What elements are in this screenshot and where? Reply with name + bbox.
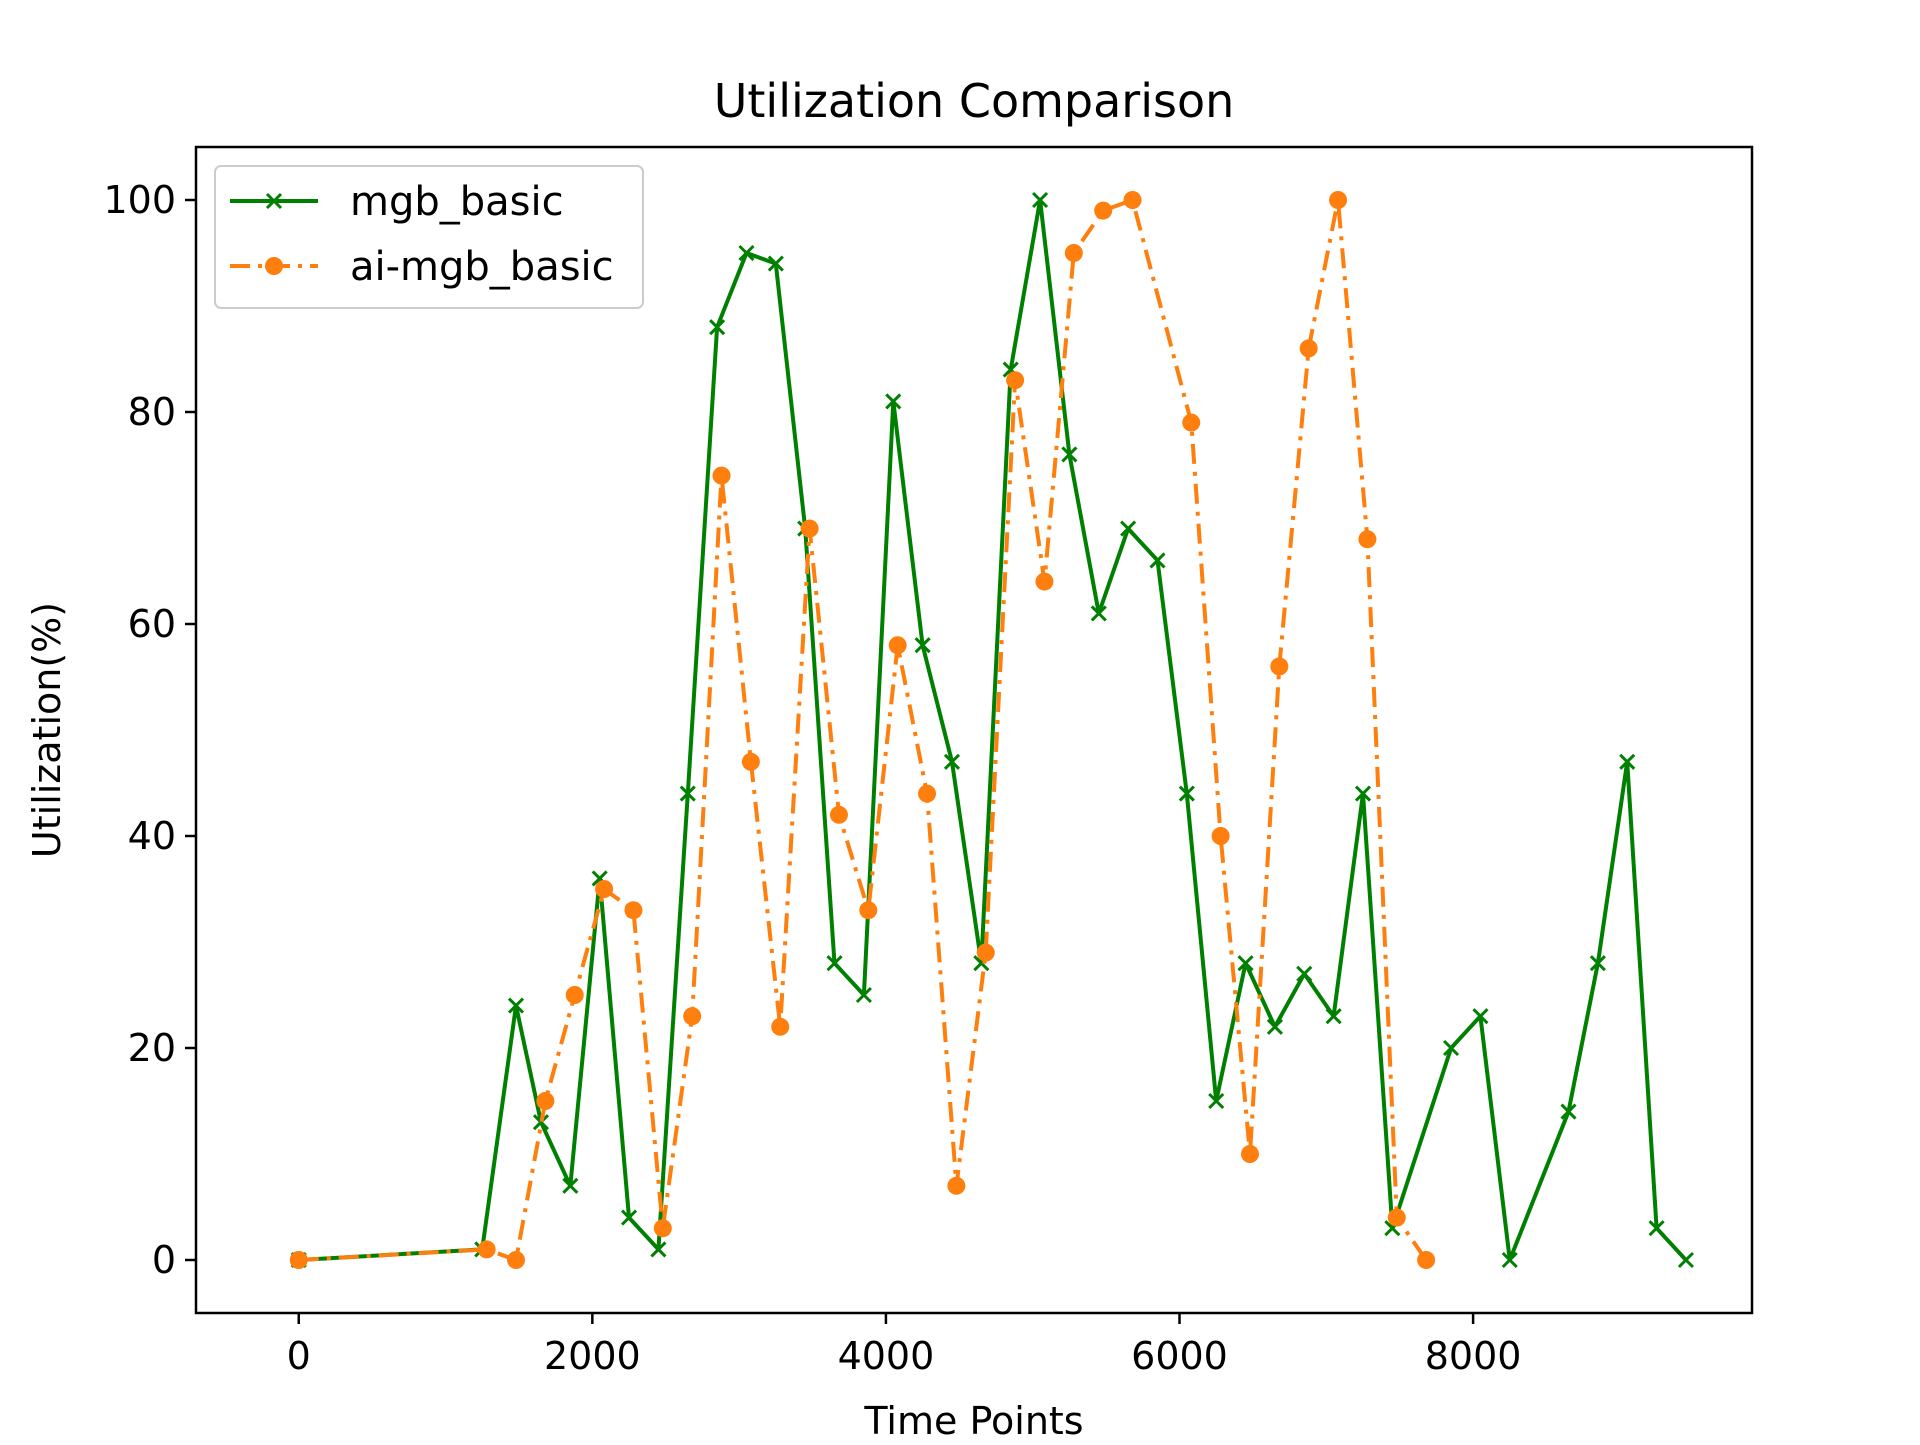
data-point-circle-marker: [683, 1007, 702, 1026]
data-point-circle-marker: [289, 1251, 308, 1269]
data-point-x-marker: [1031, 191, 1049, 209]
data-point-circle-marker: [265, 257, 283, 275]
data-point-x-marker: [885, 393, 902, 410]
data-point-x-marker: [1149, 552, 1166, 569]
data-point-x-marker: [1648, 1220, 1665, 1237]
data-point-circle-marker: [595, 880, 614, 898]
x-tick-label: 2000: [544, 1334, 641, 1378]
data-point-circle-marker: [1417, 1251, 1436, 1269]
x-tick-label: 6000: [1131, 1334, 1228, 1378]
data-point-x-marker: [1296, 965, 1313, 982]
data-point-circle-marker: [536, 1092, 555, 1110]
data-point-x-marker: [620, 1209, 638, 1226]
data-point-x-marker: [650, 1241, 667, 1258]
data-point-circle-marker: [918, 784, 937, 803]
data-point-x-marker: [738, 244, 755, 262]
x-tick-label: 0: [287, 1334, 311, 1378]
y-tick-label: 100: [103, 178, 176, 222]
data-point-x-marker: [1120, 520, 1137, 537]
y-tick-label: 80: [128, 390, 176, 434]
data-point-x-marker: [1208, 1092, 1225, 1110]
data-point-x-marker: [1443, 1039, 1460, 1057]
data-point-x-marker: [709, 319, 726, 336]
legend-entry: ai-mgb_basic: [230, 244, 614, 290]
data-point-x-marker: [1589, 955, 1606, 972]
data-point-circle-marker: [741, 752, 760, 771]
plot-area: [289, 191, 1695, 1269]
y-tick-label: 0: [152, 1238, 176, 1282]
data-point-x-marker: [507, 997, 525, 1014]
data-point-x-marker: [1061, 446, 1078, 463]
data-point-x-marker: [914, 637, 931, 654]
data-point-x-marker: [532, 1114, 550, 1131]
data-point-circle-marker: [1182, 413, 1201, 432]
data-point-x-marker: [1560, 1103, 1577, 1120]
x-axis-label: Time Points: [863, 1399, 1083, 1440]
y-tick-label: 20: [128, 1026, 176, 1070]
data-point-circle-marker: [1123, 191, 1142, 209]
y-axis-label: Utilization(%): [25, 602, 69, 858]
data-point-circle-marker: [624, 901, 643, 920]
data-point-circle-marker: [771, 1017, 790, 1036]
data-point-x-marker: [1237, 955, 1254, 972]
data-point-x-marker: [1325, 1008, 1342, 1025]
data-point-circle-marker: [712, 466, 731, 485]
data-point-circle-marker: [800, 519, 819, 538]
series-line: [298, 198, 1688, 1262]
x-tick-label: 4000: [838, 1334, 935, 1378]
data-point-circle-marker: [829, 805, 848, 824]
data-point-circle-marker: [859, 901, 878, 920]
plot-frame: [194, 145, 1754, 1315]
data-point-x-marker: [1354, 785, 1372, 802]
y-tick-label: 40: [128, 814, 176, 858]
data-point-x-marker: [265, 192, 283, 210]
data-point-circle-marker: [565, 986, 584, 1004]
legend: mgb_basic ai-mgb_basic: [214, 165, 644, 309]
series-0: [290, 191, 1695, 1269]
data-point-x-marker: [826, 955, 843, 972]
data-point-circle-marker: [507, 1251, 526, 1269]
data-point-circle-marker: [976, 943, 995, 962]
data-point-circle-marker: [1094, 201, 1113, 220]
data-point-x-marker: [1090, 605, 1107, 622]
data-point-circle-marker: [1064, 244, 1083, 262]
series-line: [298, 198, 1428, 1262]
data-point-x-marker: [1266, 1018, 1283, 1035]
legend-label: ai-mgb_basic: [350, 244, 614, 290]
data-point-circle-marker: [1240, 1145, 1259, 1163]
data-point-x-marker: [562, 1177, 579, 1194]
data-point-circle-marker: [1299, 339, 1318, 358]
series-1: [289, 191, 1436, 1269]
axes: 0 2000 4000 6000 8000 0 20 40 60 80 100: [103, 178, 1521, 1378]
data-point-circle-marker: [1035, 572, 1054, 591]
data-point-circle-marker: [947, 1176, 966, 1195]
legend-entry: mgb_basic: [230, 179, 564, 225]
legend-box: [214, 165, 644, 309]
y-tick-label: 60: [128, 602, 176, 646]
data-point-x-marker: [1619, 753, 1636, 770]
data-point-x-marker: [1472, 1008, 1489, 1025]
data-point-circle-marker: [1211, 827, 1230, 845]
chart-title: Utilization Comparison: [714, 74, 1235, 128]
data-point-x-marker: [679, 785, 696, 802]
data-point-circle-marker: [1006, 371, 1025, 390]
data-point-x-marker: [1178, 785, 1195, 802]
data-point-circle-marker: [888, 636, 907, 655]
data-point-circle-marker: [1358, 530, 1377, 549]
data-point-x-marker: [855, 986, 872, 1004]
data-point-x-marker: [1501, 1251, 1518, 1269]
data-point-circle-marker: [1329, 191, 1348, 209]
data-point-x-marker: [943, 753, 961, 770]
data-point-circle-marker: [653, 1219, 672, 1238]
data-point-x-marker: [1677, 1251, 1695, 1269]
data-point-circle-marker: [1270, 657, 1289, 676]
data-point-x-marker: [767, 255, 784, 272]
data-point-circle-marker: [1387, 1208, 1406, 1227]
legend-label: mgb_basic: [350, 179, 564, 225]
x-tick-label: 8000: [1425, 1334, 1522, 1378]
data-point-circle-marker: [477, 1240, 496, 1259]
